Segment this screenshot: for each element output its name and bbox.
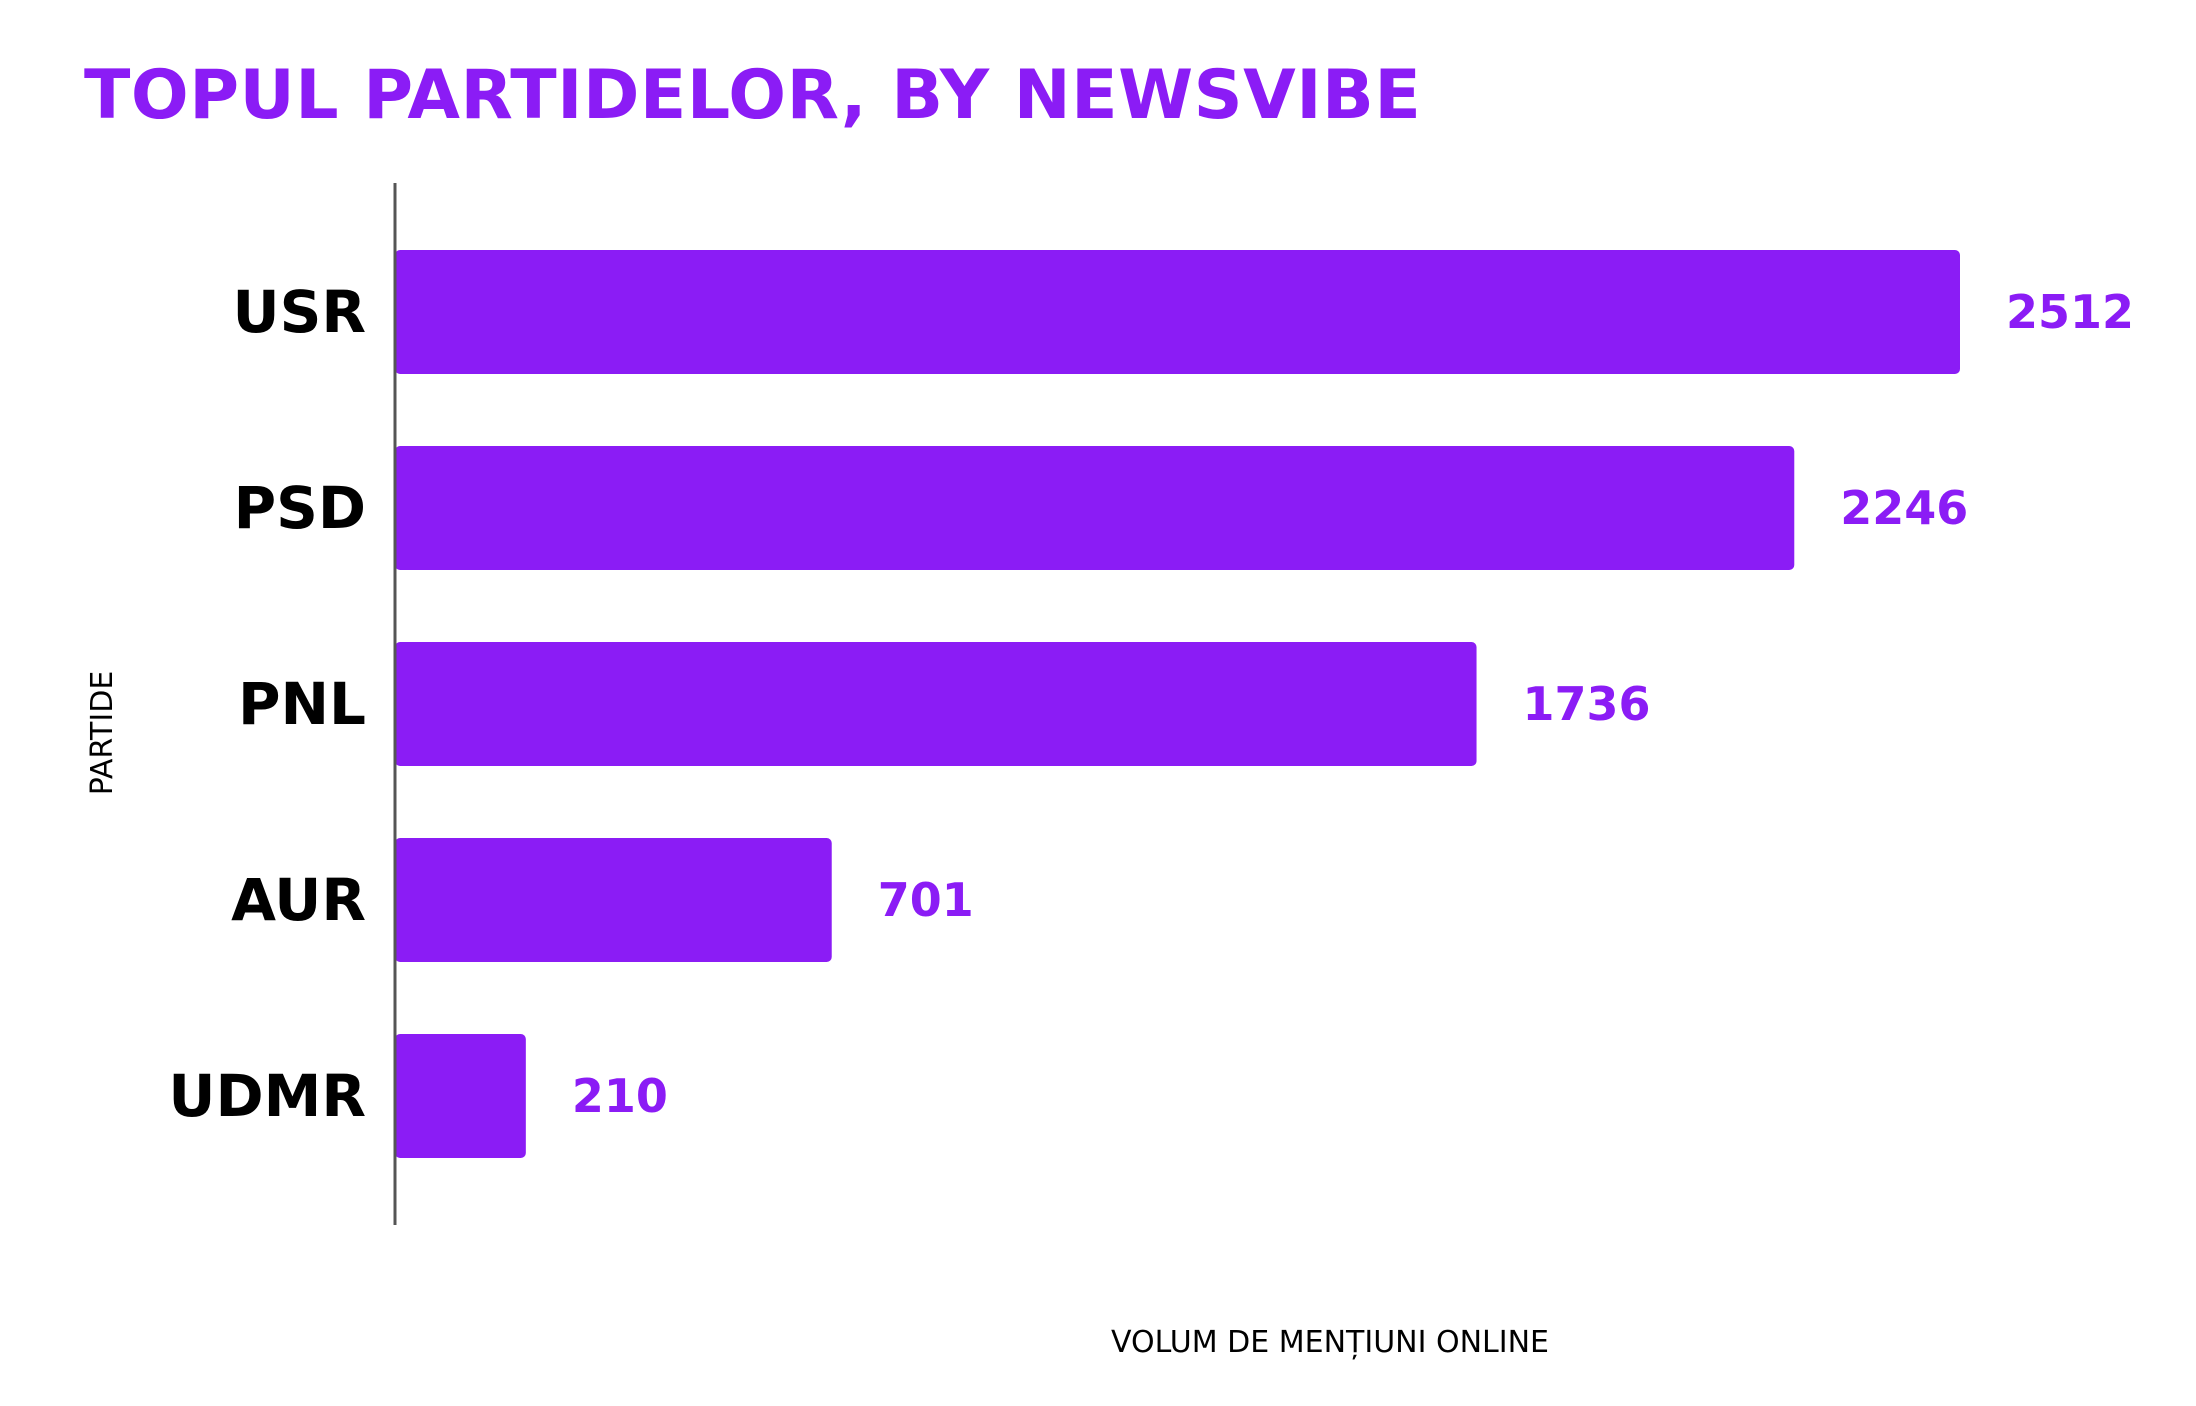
bar-psd xyxy=(395,446,1795,570)
value-label: 2512 xyxy=(2006,285,2134,339)
category-label: UDMR xyxy=(168,1062,366,1130)
value-label: 2246 xyxy=(1840,481,1968,535)
bar-aur xyxy=(395,838,832,962)
x-axis-title: VOLUM DE MENȚIUNI ONLINE xyxy=(1111,1325,1549,1360)
bars-group: USR 2512 PSD 2246 PNL 1736 AUR 701 UDMR 210 xyxy=(168,250,2134,1158)
category-label: PNL xyxy=(238,670,366,738)
bar-udmr xyxy=(395,1034,526,1158)
y-axis-title: PARTIDE xyxy=(85,671,120,796)
bar-pnl xyxy=(395,642,1477,766)
category-label: AUR xyxy=(231,866,366,934)
bar-usr xyxy=(395,250,1960,374)
category-label: PSD xyxy=(234,474,366,542)
value-label: 210 xyxy=(572,1069,668,1123)
chart-title: TOPUL PARTIDELOR, BY NEWSVIBE xyxy=(84,56,1422,135)
value-label: 701 xyxy=(878,873,974,927)
value-label: 1736 xyxy=(1523,677,1651,731)
category-label: USR xyxy=(232,278,366,346)
